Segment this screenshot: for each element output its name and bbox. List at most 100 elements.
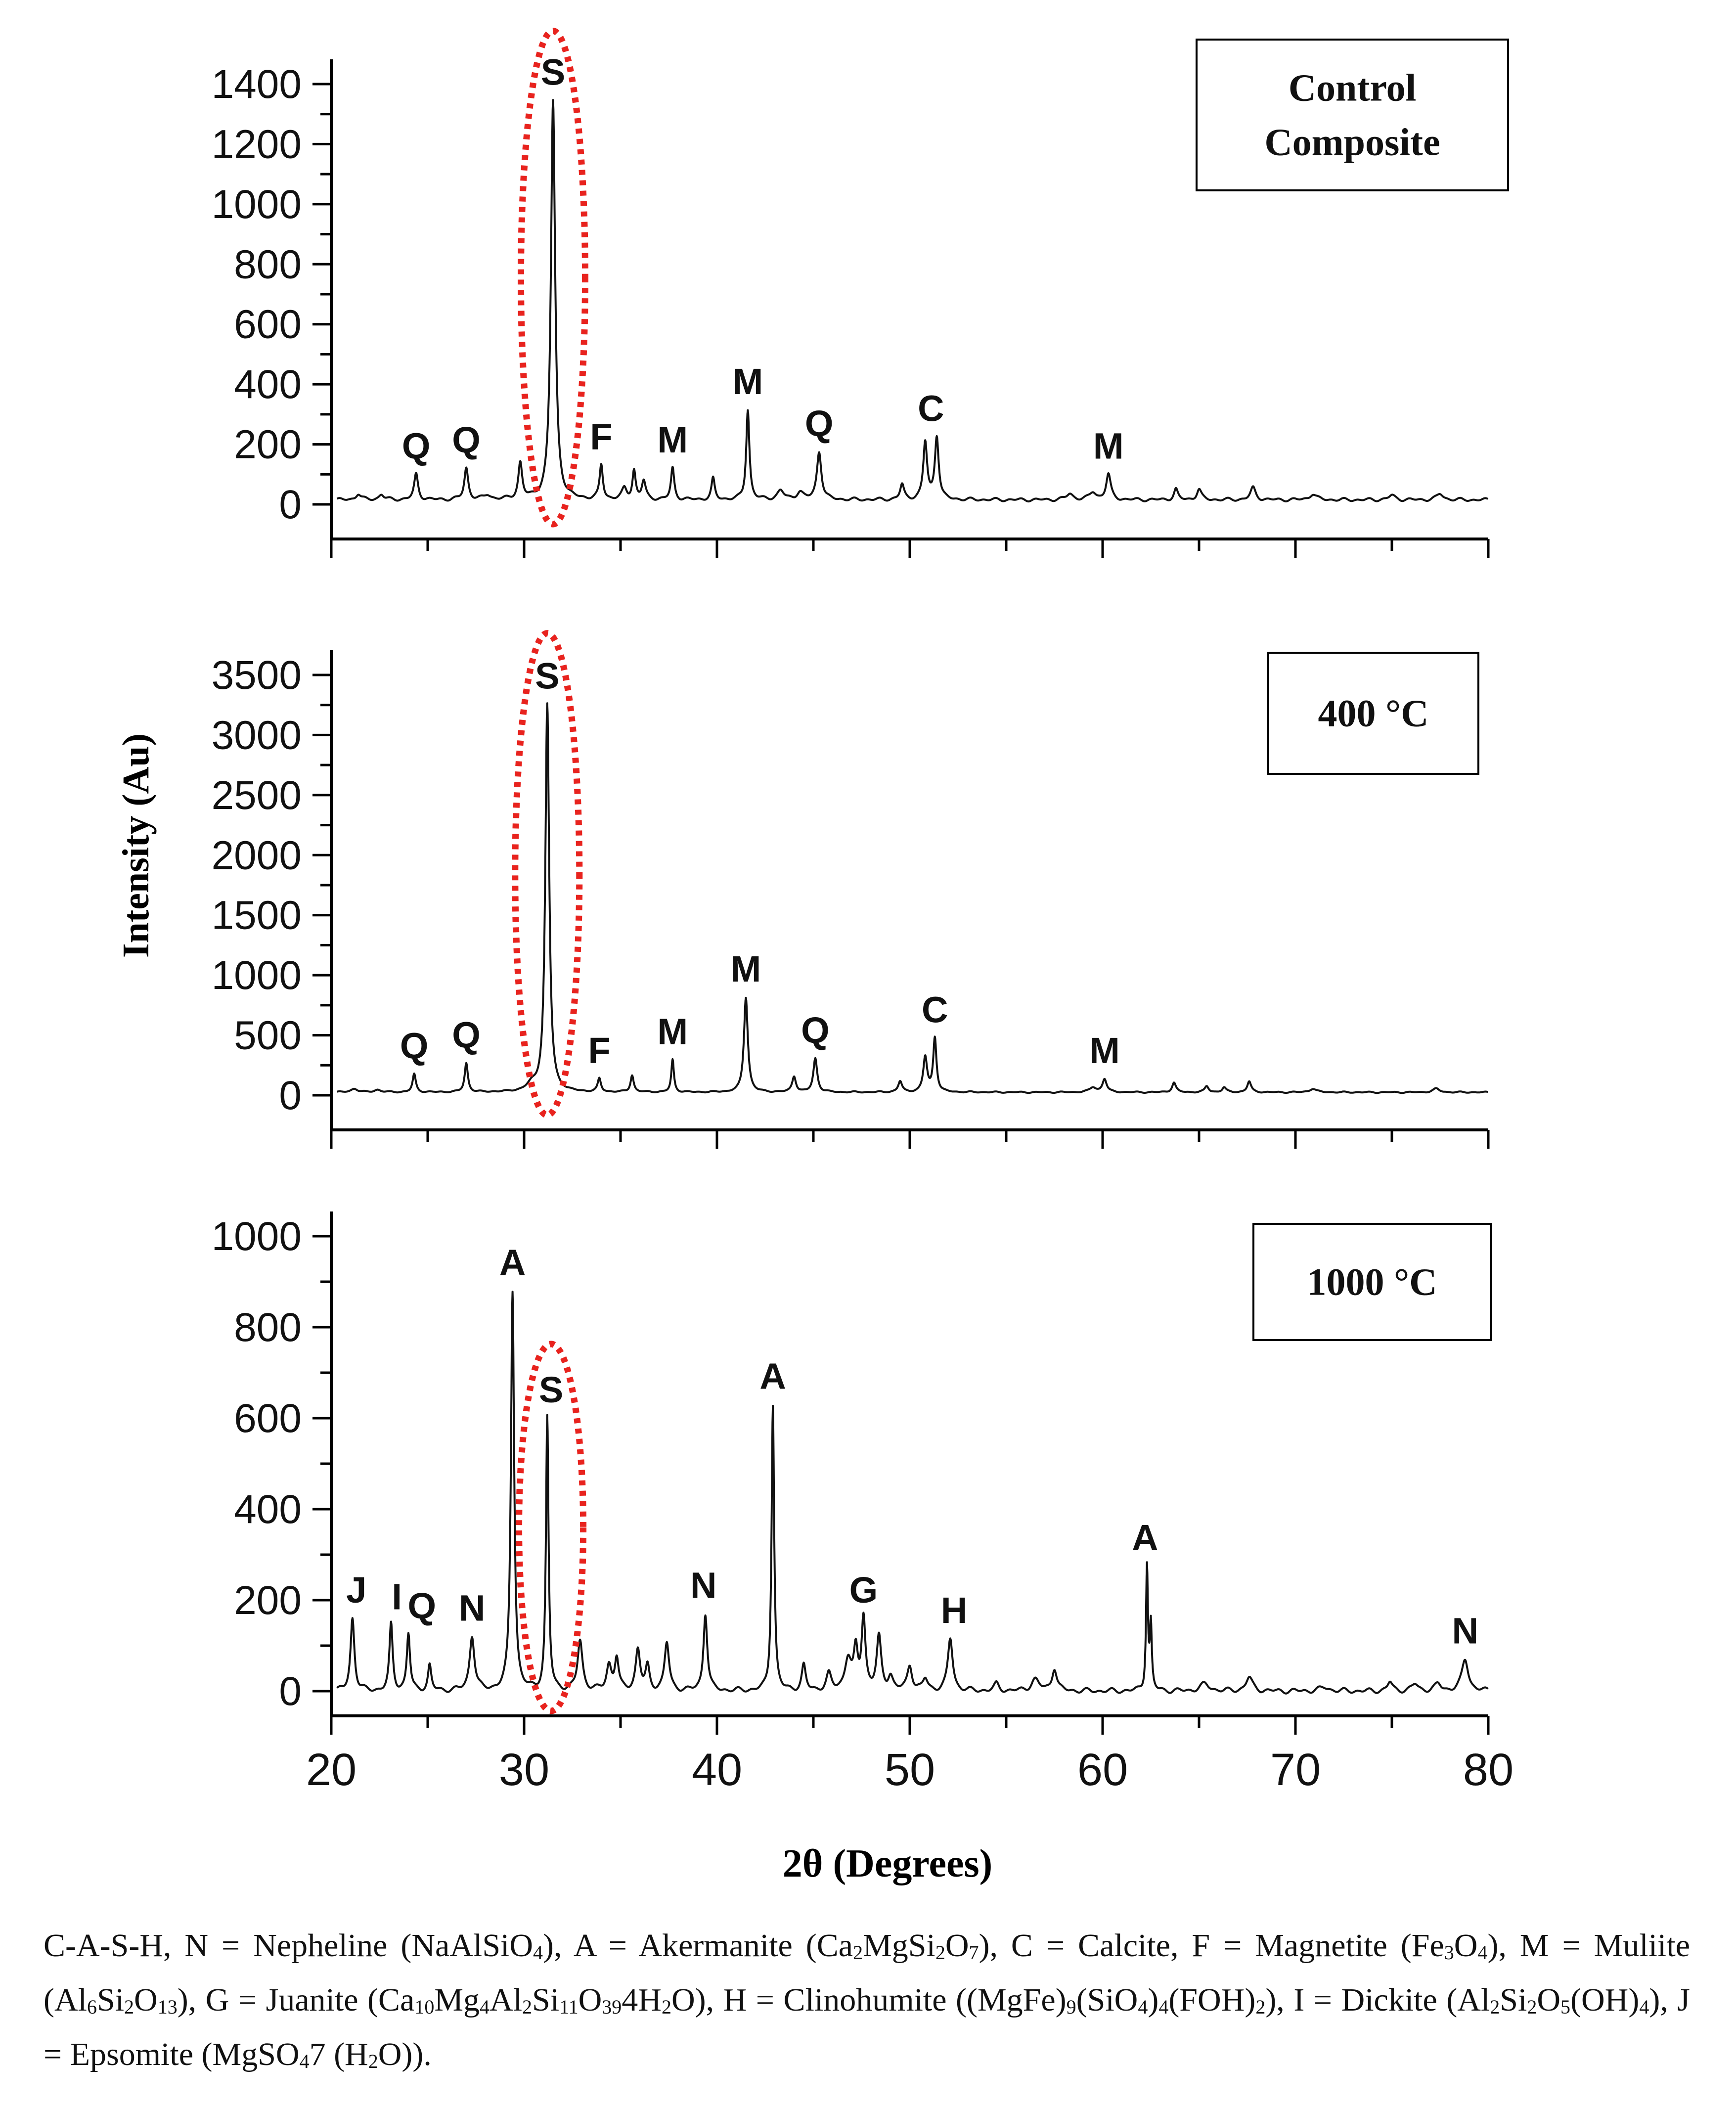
panel-bottom-peak-annotation: G [849,1570,878,1611]
caption-segment: ), G = Juanite (Ca [177,1982,415,2018]
panel-middle-peak-annotation: Q [452,1015,481,1056]
panel-middle-peak-annotation: F [588,1030,610,1071]
caption-segment: C-A-S-H, N = Nepheline (NaAlSiO [44,1928,534,1964]
caption-segment: 4H [622,1982,662,2018]
caption-segment: (FOH) [1168,1982,1256,2018]
caption-segment: 2 [1490,1996,1500,2018]
panel-bottom-ytick-label: 1000 [212,1214,302,1259]
panel-bottom-peak-annotation: S [539,1369,563,1410]
caption-segment: 2 [124,1996,134,2018]
panel-middle-peak-annotation: M [1089,1030,1120,1071]
caption-segment: O [1537,1982,1561,2018]
caption-segment: Al [490,1982,523,2018]
panel-bottom-peak-annotation: I [392,1576,402,1617]
figure-caption: C-A-S-H, N = Nepheline (NaAlSiO 4 ), A = A… [44,1919,1690,2082]
caption-segment: 13 [157,1996,178,2018]
caption-segment: 4 [299,2050,310,2072]
caption-segment: 2 [935,1941,945,1964]
panel-bottom-peak-annotation: N [1452,1611,1478,1652]
caption-segment: 2 [1255,1996,1266,2018]
caption-segment: 4 [1158,1996,1169,2018]
panel-middle-highlight-ellipse [512,630,583,1119]
caption-segment: 3 [1444,1941,1454,1964]
panel-middle-ytick-label: 2000 [212,833,302,878]
panel-top-highlight-ellipse [518,28,588,528]
panel-bottom-highlight-ellipse [516,1341,587,1714]
panel-top-label-box [1196,39,1509,191]
caption-segment: 11 [559,1996,579,2018]
panel-middle-peak-annotation: M [731,948,761,989]
caption-segment: 5 [1560,1996,1571,2018]
caption-segment: (OH) [1570,1982,1640,2018]
caption-segment: O [945,1928,969,1964]
panel-bottom-peak-annotation: Q [408,1585,437,1626]
panel-middle-label-box [1267,652,1479,775]
panel-bottom-ytick-label: 0 [279,1669,302,1714]
panel-top-ytick-label: 1200 [212,122,302,167]
caption-segment: O), H = Clinohumite ((MgFe) [671,1982,1067,2018]
caption-segment: O)). [378,2036,432,2072]
caption-segment: O [1454,1928,1478,1964]
panel-top-sample-label: Composite [1264,121,1440,164]
panel-top-peak-annotation: M [1093,425,1124,466]
panel-bottom-peak-annotation: A [1132,1517,1158,1558]
caption-segment: 10 [414,1996,435,2018]
panel-top-peak-annotation: M [657,419,688,460]
panel-bottom-peak-annotation: N [459,1588,485,1629]
caption-segment: (SiO [1076,1982,1138,2018]
panel-top-ytick-label: 1400 [212,62,302,107]
panel-top-ytick-label: 600 [234,302,302,347]
panel-bottom-peak-annotation: A [759,1355,786,1396]
panel-bottom-xtick-label: 80 [1463,1745,1513,1795]
panel-bottom-peak-annotation: N [690,1565,716,1606]
caption-segment: 7 [969,1941,979,1964]
panel-middle-peak-annotation: Q [801,1010,830,1051]
caption-segment: O [578,1982,602,2018]
panel-bottom-xtick-label: 30 [499,1745,549,1795]
caption-segment: ), M = Muliite (Al [44,1928,1690,2018]
panel-bottom-xtick-label: 20 [306,1745,356,1795]
panel-top-ytick-label: 200 [234,422,302,467]
panel-top-peak-annotation: C [918,388,944,429]
panel-top-ytick-label: 1000 [212,182,302,227]
panel-bottom-spectrum-line [336,1291,1489,1695]
panel-bottom-ytick-label: 400 [234,1487,302,1532]
panel-middle-sample-label: 400 °C [1318,692,1428,735]
caption-segment: Mg [434,1982,480,2018]
caption-segment: 2 [522,1996,533,2018]
panel-bottom-label-box [1252,1223,1492,1341]
panel-middle-spectrum-line [336,702,1489,1094]
caption-segment: Si [1500,1982,1527,2018]
caption-segment: Si [96,1982,125,2018]
caption-segment: ), I = Dickite (Al [1265,1982,1490,2018]
panel-top-ytick-label: 0 [279,482,302,527]
panel-middle-ytick-label: 3500 [212,653,302,698]
x-axis-label: 2θ (Degrees) [783,1842,993,1885]
panel-bottom-xtick-label: 40 [692,1745,742,1795]
panel-middle-peak-annotation: C [922,989,948,1031]
panel-top-peak-annotation: Q [805,403,834,444]
caption-segment: 4 [1639,1996,1649,2018]
panel-middle-ytick-label: 0 [279,1073,302,1118]
caption-segment: ), A = Akermanite (Ca [543,1928,853,1964]
panel-middle-ytick-label: 1000 [212,953,302,998]
caption-segment: 2 [661,1996,671,2018]
panel-top-peak-annotation: Q [452,419,481,460]
panel-bottom-peak-annotation: J [346,1570,366,1611]
caption-segment: 7 (H [309,2036,368,2072]
panel-middle-ytick-label: 3000 [212,713,302,758]
panel-bottom-ytick-label: 200 [234,1578,302,1623]
panel-bottom-peak-annotation: A [499,1242,526,1283]
panel-top-ytick-label: 800 [234,242,302,287]
caption-segment: 2 [368,2050,378,2072]
caption-segment: ), C = Calcite, F = Magnetite (Fe [979,1928,1444,1964]
panel-top-sample-label: Control [1289,66,1417,109]
caption-segment: 39 [602,1996,622,2018]
y-axis-label: Intensity (Au) [115,733,157,958]
panel-middle-peak-annotation: Q [400,1026,429,1067]
panel-middle-ytick-label: 1500 [212,893,302,938]
panel-middle-peak-annotation: M [657,1011,688,1052]
caption-segment: O [134,1982,158,2018]
panel-bottom-xtick-label: 50 [885,1745,935,1795]
caption-segment: 2 [1527,1996,1537,2018]
